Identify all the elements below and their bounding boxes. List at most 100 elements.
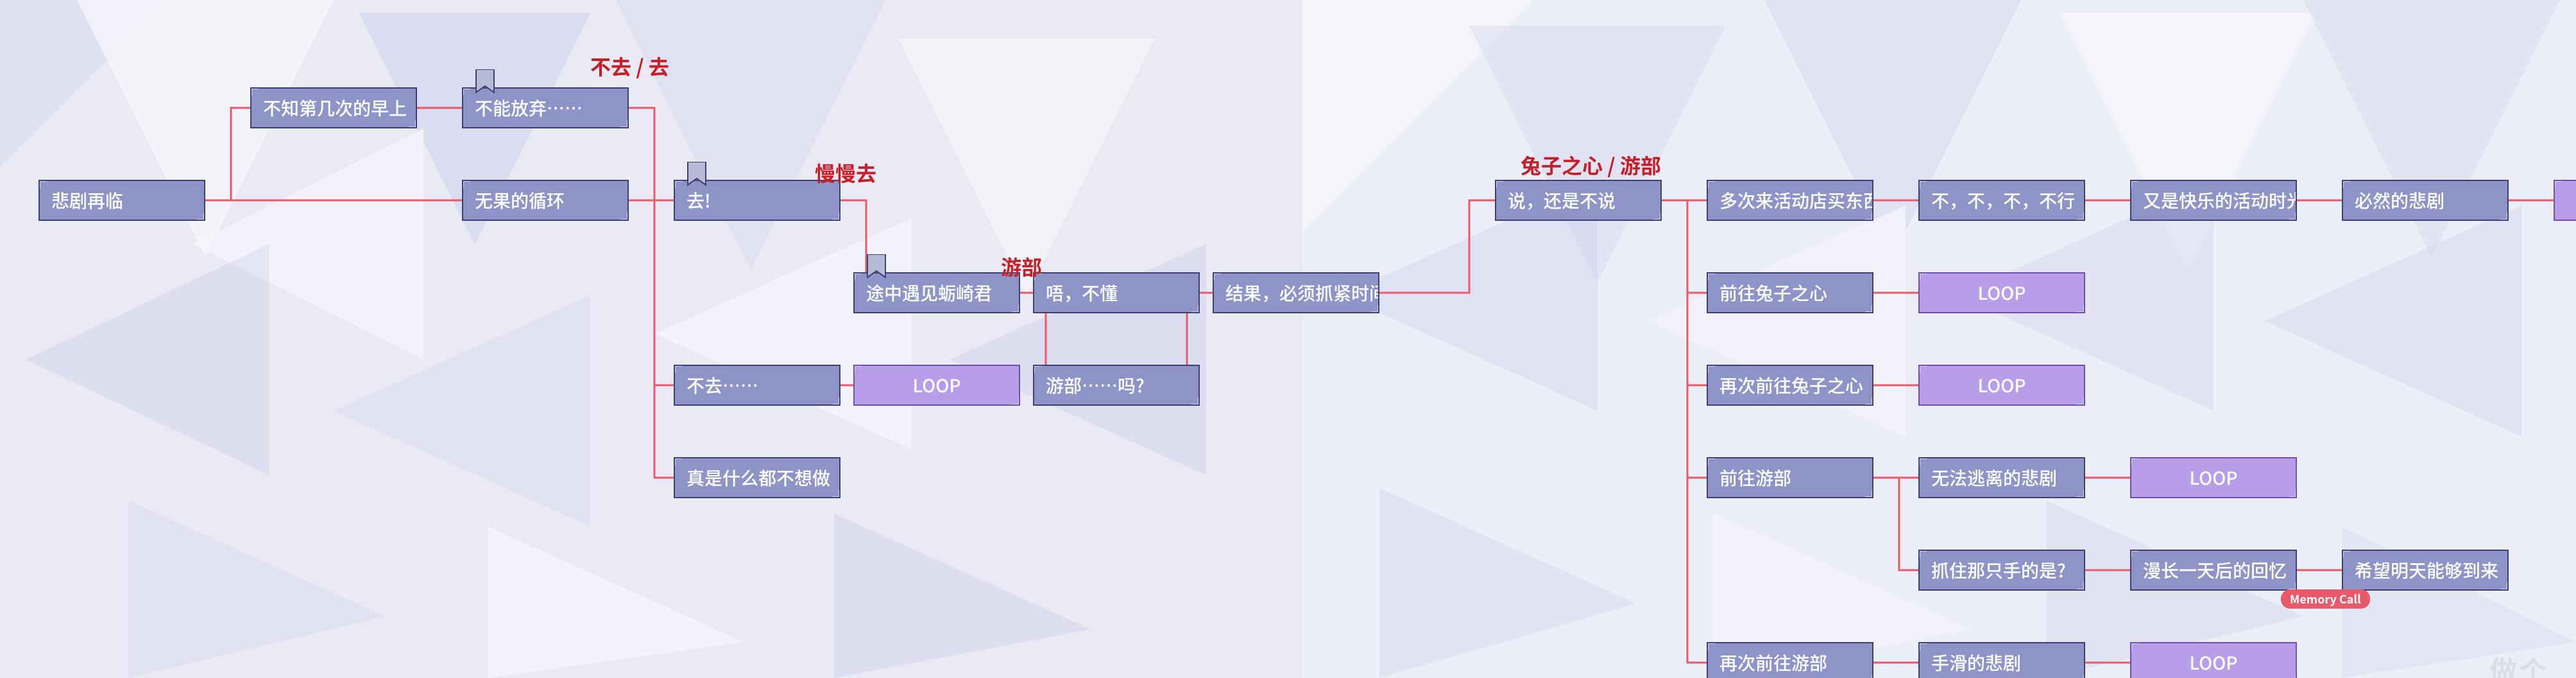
- node-corner-accent: [1918, 180, 1927, 188]
- scene-node[interactable]: 无果的循环: [462, 180, 629, 221]
- node-corner-accent: [2130, 642, 2138, 650]
- node-label: LOOP: [2189, 465, 2237, 491]
- node-corner-accent: [2500, 582, 2509, 591]
- node-corner-accent: [1213, 272, 1221, 281]
- choice-label: 游部: [1001, 252, 1042, 281]
- bookmark-icon: [475, 69, 495, 95]
- node-corner-accent: [1918, 457, 1927, 465]
- node-label: 去!: [687, 187, 711, 213]
- scene-node[interactable]: 不去……: [674, 365, 840, 406]
- node-corner-accent: [2130, 457, 2138, 465]
- node-label: 途中遇见蛎崎君: [866, 280, 992, 306]
- loop-node[interactable]: LOOP: [2130, 642, 2297, 678]
- node-corner-accent: [1865, 213, 1873, 221]
- choice-label: 不去 / 去: [590, 51, 669, 81]
- node-corner-accent: [2289, 675, 2297, 678]
- node-corner-accent: [1191, 397, 1200, 406]
- scene-node[interactable]: 结果，必须抓紧时间: [1213, 272, 1379, 313]
- node-corner-accent: [832, 490, 840, 498]
- scene-node[interactable]: 再次前往兔子之心: [1707, 365, 1873, 406]
- choice-label: 兔子之心 / 游部: [1521, 150, 1661, 180]
- node-corner-accent: [1012, 305, 1020, 313]
- node-corner-accent: [1707, 457, 1715, 465]
- node-label: 必然的悲剧: [2355, 187, 2444, 213]
- node-corner-accent: [2077, 582, 2085, 591]
- loop-node[interactable]: LOOP: [2554, 180, 2576, 221]
- memory-call-badge: Memory Call: [2281, 589, 2370, 609]
- node-label: LOOP: [1977, 280, 2026, 306]
- scene-node[interactable]: 悲剧再临: [38, 180, 205, 221]
- scene-node[interactable]: 又是快乐的活动时光: [2130, 180, 2297, 221]
- node-corner-accent: [1918, 642, 1927, 650]
- scene-node[interactable]: 多次来活动店买东西: [1707, 180, 1873, 221]
- node-label: 悲剧再临: [51, 187, 123, 213]
- node-corner-accent: [250, 87, 259, 96]
- node-label: 不去……: [687, 372, 758, 398]
- node-corner-accent: [2077, 305, 2085, 313]
- node-label: 结果，必须抓紧时间: [1225, 280, 1379, 306]
- loop-node[interactable]: LOOP: [1918, 272, 2085, 313]
- node-corner-accent: [2077, 675, 2085, 678]
- scene-node[interactable]: 手滑的悲剧: [1918, 642, 2085, 678]
- node-label: 无法逃离的悲剧: [1931, 465, 2057, 491]
- node-corner-accent: [1865, 305, 1873, 313]
- scene-node[interactable]: 漫长一天后的回忆: [2130, 550, 2297, 591]
- node-corner-accent: [1191, 305, 1200, 313]
- node-label: 真是什么都不想做: [687, 465, 830, 491]
- node-corner-accent: [2130, 180, 2138, 188]
- node-corner-accent: [2554, 180, 2562, 188]
- node-corner-accent: [1495, 180, 1503, 188]
- node-corner-accent: [2077, 490, 2085, 498]
- node-label: 前往兔子之心: [1719, 280, 1827, 306]
- scene-node[interactable]: 前往游部: [1707, 457, 1873, 498]
- scene-node[interactable]: 游部……吗?: [1033, 365, 1200, 406]
- node-label: 手滑的悲剧: [1931, 650, 2021, 675]
- node-corner-accent: [2500, 213, 2509, 221]
- node-label: 再次前往兔子之心: [1719, 372, 1863, 398]
- node-label: 又是快乐的活动时光: [2143, 187, 2297, 213]
- node-label: 不，不，不，不行: [1931, 187, 2075, 213]
- bookmark-icon: [866, 254, 887, 280]
- scene-node[interactable]: 抓住那只手的是?: [1918, 550, 2085, 591]
- watermark-text: 做个: [2489, 648, 2548, 678]
- node-corner-accent: [1865, 397, 1873, 406]
- node-label: 说，还是不说: [1508, 187, 1616, 213]
- node-corner-accent: [1918, 272, 1927, 281]
- scene-node[interactable]: 前往兔子之心: [1707, 272, 1873, 313]
- scene-node[interactable]: 真是什么都不想做: [674, 457, 840, 498]
- node-label: LOOP: [2189, 650, 2237, 675]
- node-label: 抓住那只手的是?: [1931, 557, 2066, 583]
- scene-node[interactable]: 说，还是不说: [1495, 180, 1662, 221]
- node-corner-accent: [2342, 180, 2350, 188]
- node-corner-accent: [462, 87, 470, 96]
- scene-node[interactable]: 无法逃离的悲剧: [1918, 457, 2085, 498]
- node-label: 前往游部: [1719, 465, 1791, 491]
- node-corner-accent: [2289, 490, 2297, 498]
- node-corner-accent: [1918, 550, 1927, 558]
- scene-node[interactable]: 唔，不懂: [1033, 272, 1200, 313]
- node-corner-accent: [462, 180, 470, 188]
- scene-node[interactable]: 再次前往游部: [1707, 642, 1873, 678]
- node-corner-accent: [1653, 213, 1662, 221]
- node-corner-accent: [197, 213, 205, 221]
- node-label: 多次来活动店买东西: [1719, 187, 1873, 213]
- background-region: [0, 0, 1302, 678]
- loop-node[interactable]: LOOP: [1918, 365, 2085, 406]
- node-corner-accent: [620, 120, 629, 128]
- node-label: 游部……吗?: [1046, 372, 1145, 398]
- node-corner-accent: [2130, 550, 2138, 558]
- loop-node[interactable]: LOOP: [2130, 457, 2297, 498]
- node-corner-accent: [1707, 642, 1715, 650]
- scene-node[interactable]: 希望明天能够到来: [2342, 550, 2509, 591]
- scene-node[interactable]: 不，不，不，不行: [1918, 180, 2085, 221]
- node-corner-accent: [2077, 397, 2085, 406]
- choice-label: 慢慢去: [815, 158, 876, 187]
- loop-node[interactable]: LOOP: [853, 365, 1020, 406]
- scene-node[interactable]: 必然的悲剧: [2342, 180, 2509, 221]
- scene-node[interactable]: 不知第几次的早上: [250, 87, 417, 128]
- bookmark-icon: [687, 162, 707, 187]
- node-corner-accent: [2342, 550, 2350, 558]
- node-corner-accent: [38, 180, 47, 188]
- node-corner-accent: [832, 397, 840, 406]
- node-corner-accent: [1707, 365, 1715, 373]
